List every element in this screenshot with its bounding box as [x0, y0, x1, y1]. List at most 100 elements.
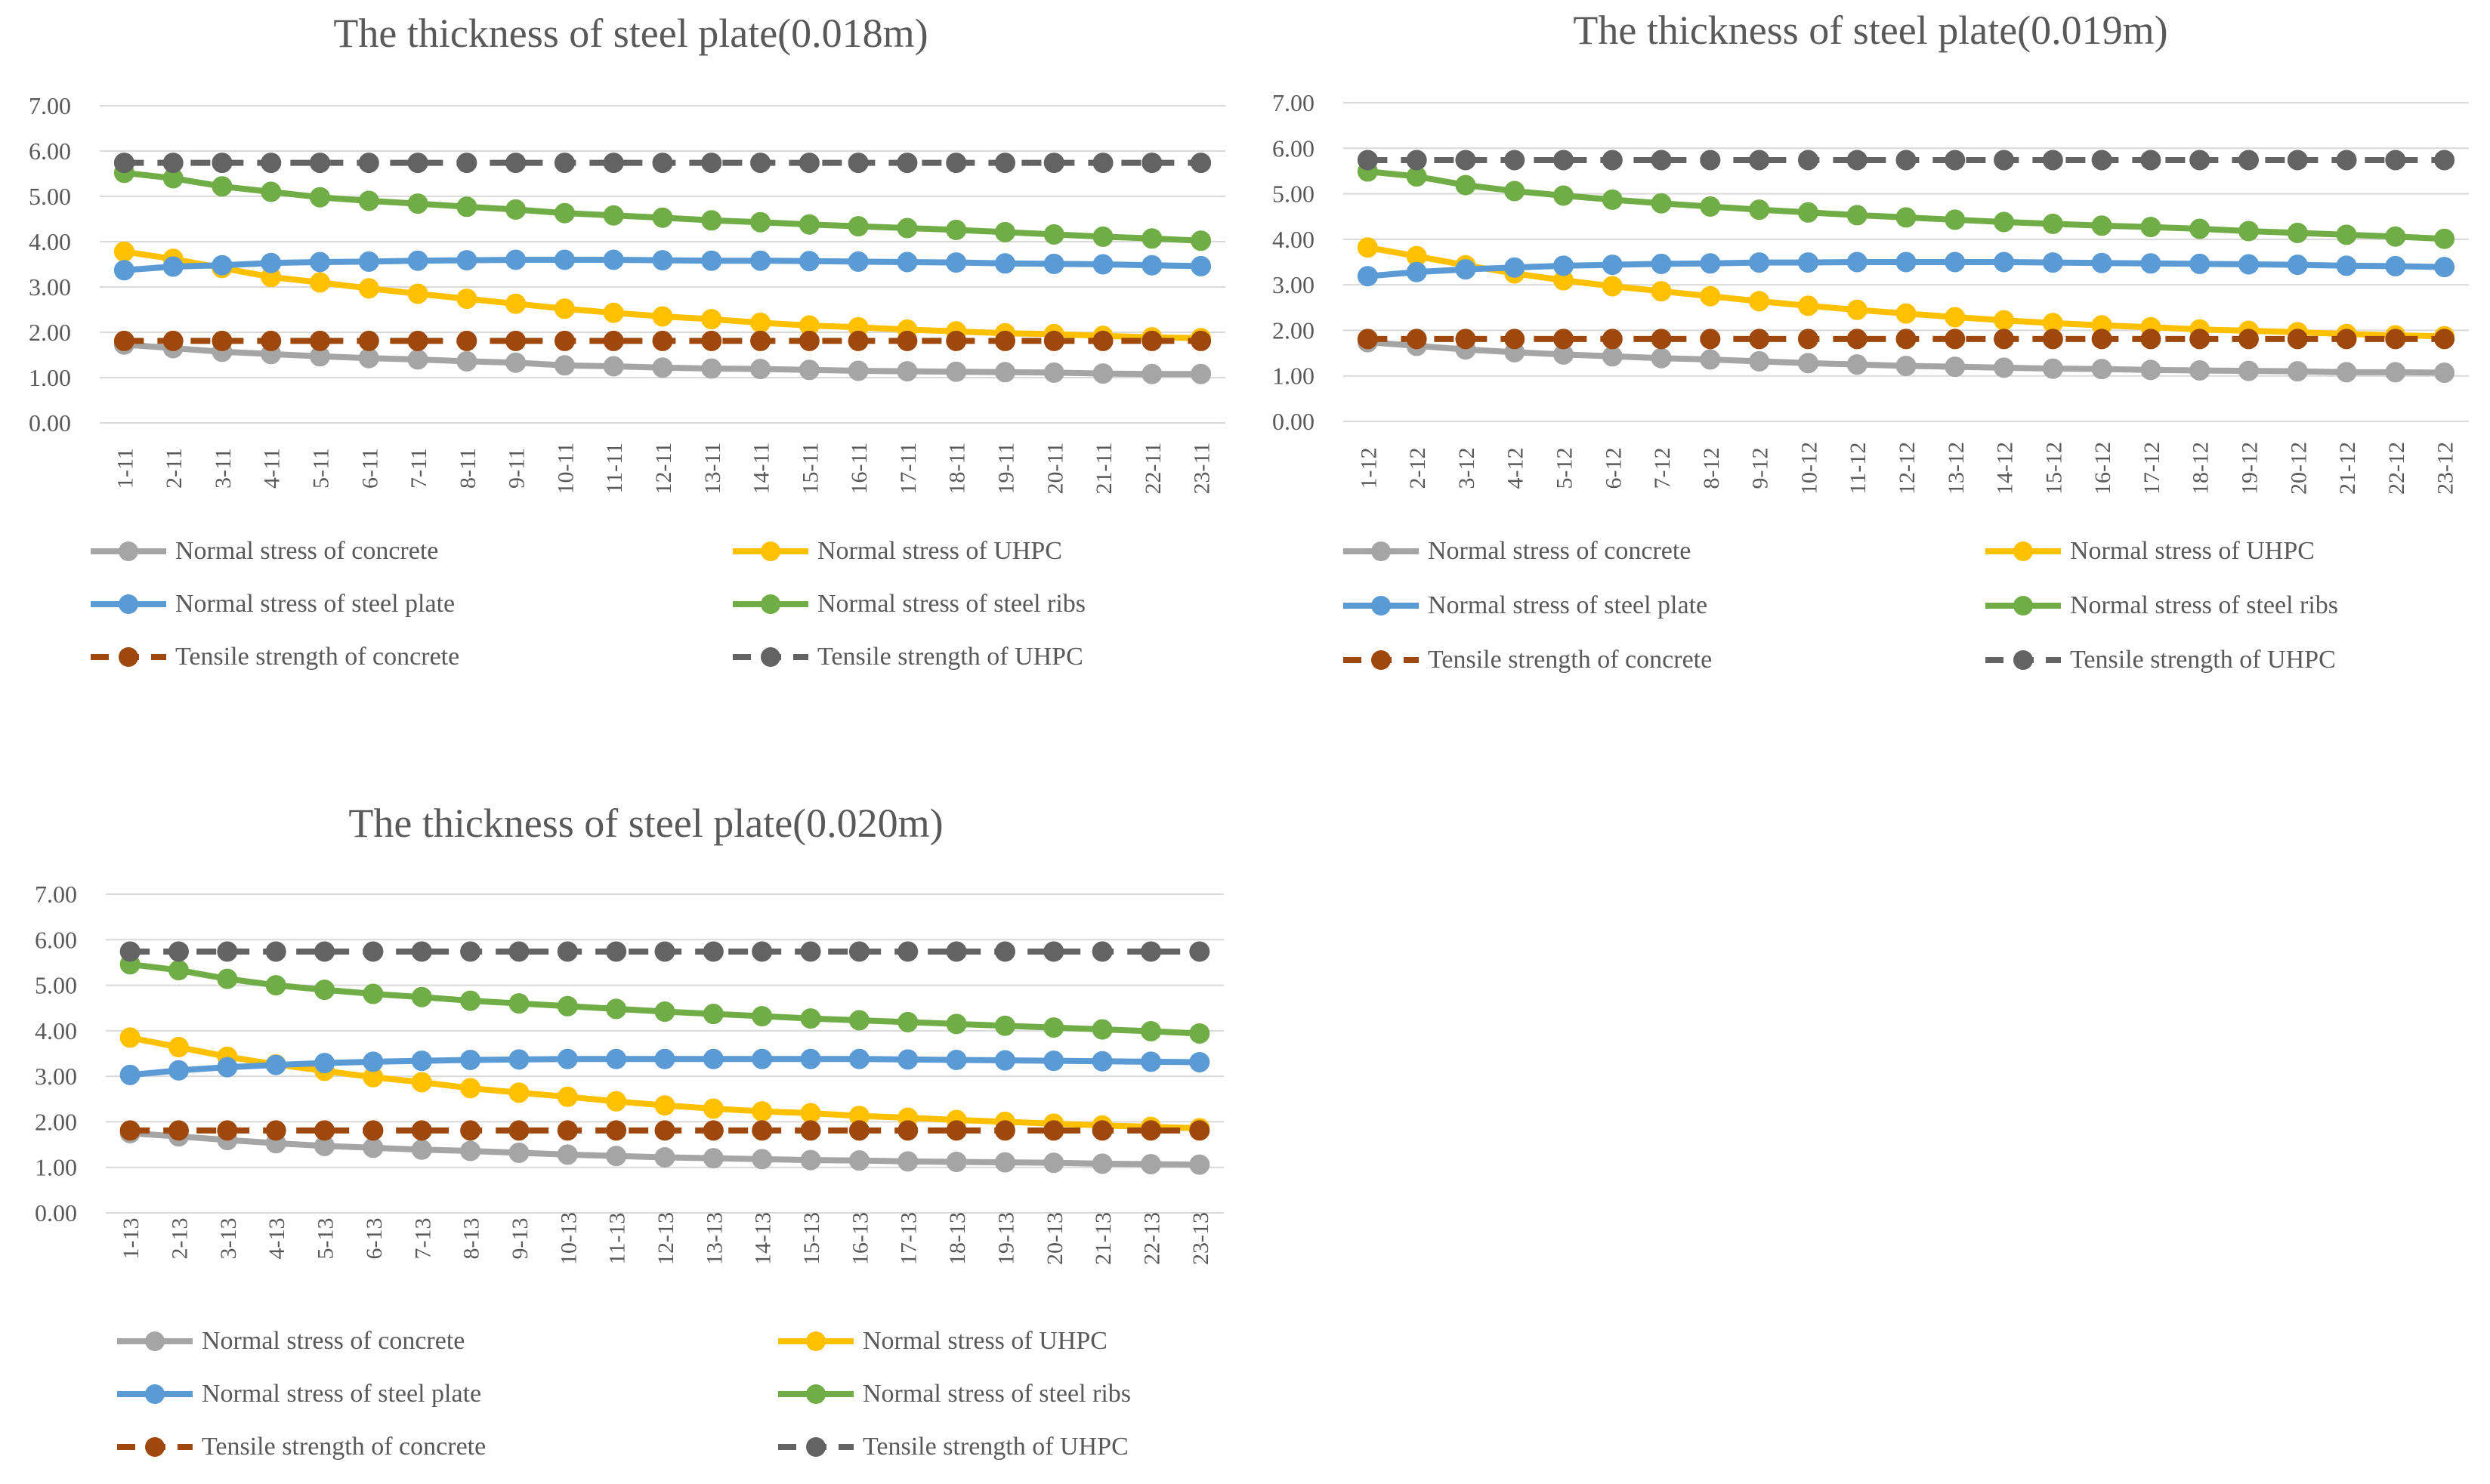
x-tick-label: 15-12	[2041, 442, 2066, 495]
legend-label: Normal stress of steel ribs	[863, 1380, 1131, 1408]
legend-item: Normal stress of concrete	[91, 537, 438, 565]
data-point	[162, 153, 184, 174]
x-tick-label: 6-13	[362, 1218, 387, 1260]
data-point	[358, 347, 379, 369]
data-point	[261, 181, 282, 202]
data-point	[1945, 251, 1966, 273]
data-point	[508, 1082, 530, 1103]
y-tick-label: 3.00	[29, 273, 71, 301]
data-point	[119, 1120, 141, 1141]
data-point	[119, 1064, 141, 1085]
data-point	[750, 330, 771, 351]
data-point	[994, 941, 1015, 962]
y-tick-label: 7.00	[1272, 89, 1315, 116]
data-point	[946, 219, 967, 240]
chart-panel: The thickness of steel plate(0.018m) 0.00…	[0, 0, 1245, 725]
series	[113, 249, 1212, 281]
series-line	[129, 961, 1200, 1037]
x-tick-label: 7-12	[1650, 448, 1675, 489]
data-point	[1553, 185, 1574, 206]
data-point	[1749, 350, 1770, 372]
x-tick-label: 22-11	[1141, 443, 1166, 495]
legend-item: Tensile strength of UHPC	[778, 1433, 1129, 1461]
data-point	[557, 1144, 578, 1165]
data-point	[652, 207, 673, 228]
x-tick-label: 11-12	[1846, 443, 1871, 495]
x-tick-label: 16-12	[2090, 442, 2115, 495]
data-point	[1700, 150, 1721, 171]
legend-marker	[2013, 541, 2033, 561]
data-point	[411, 1051, 432, 1072]
data-point	[848, 251, 869, 272]
data-point	[1043, 153, 1064, 174]
data-point	[310, 330, 331, 351]
data-point	[603, 153, 624, 174]
data-point	[654, 1095, 675, 1116]
data-point	[703, 1148, 724, 1169]
data-point	[358, 278, 379, 299]
data-point	[2140, 329, 2161, 350]
data-point	[1142, 255, 1163, 276]
data-point	[1945, 356, 1966, 378]
data-point	[1602, 346, 1623, 367]
data-point	[2238, 329, 2259, 350]
data-point	[897, 941, 919, 962]
data-point	[2287, 361, 2308, 382]
data-point	[1749, 291, 1770, 312]
x-tick-label: 9-12	[1748, 448, 1773, 489]
data-point	[162, 330, 184, 351]
data-point	[113, 330, 134, 351]
data-point	[848, 941, 870, 962]
data-point	[265, 1120, 286, 1141]
x-tick-label: 17-13	[897, 1212, 922, 1265]
data-point	[2091, 150, 2112, 171]
data-point	[505, 293, 527, 314]
y-tick-label: 4.00	[35, 1017, 77, 1044]
data-point	[310, 187, 331, 208]
data-point	[603, 302, 624, 323]
data-point	[460, 1049, 481, 1070]
data-point	[2042, 329, 2063, 350]
series	[119, 1048, 1210, 1085]
legend-marker	[761, 541, 780, 561]
x-tick-label: 1-11	[113, 448, 137, 489]
data-point	[752, 1048, 773, 1069]
legend: Normal stress of concrete Normal stress o…	[117, 1327, 1131, 1461]
data-point	[1602, 150, 1623, 171]
data-point	[946, 1151, 967, 1172]
data-point	[750, 211, 771, 233]
data-point	[800, 941, 821, 962]
data-point	[800, 1149, 821, 1171]
data-point	[1357, 150, 1378, 171]
data-point	[799, 359, 820, 381]
data-point	[1945, 307, 1966, 328]
x-tick-label: 5-13	[314, 1218, 338, 1260]
series	[113, 153, 1212, 174]
data-point	[113, 260, 134, 281]
data-point	[701, 210, 722, 231]
data-point	[1846, 329, 1868, 350]
legend-item: Normal stress of UHPC	[778, 1327, 1108, 1355]
legend-label: Normal stress of UHPC	[2070, 537, 2315, 565]
data-point	[2385, 226, 2406, 247]
data-point	[652, 330, 673, 351]
legend-label: Normal stress of UHPC	[817, 537, 1062, 565]
data-point	[1504, 150, 1525, 171]
x-tick-label: 20-13	[1043, 1212, 1067, 1265]
data-point	[557, 1120, 578, 1141]
y-tick-label: 6.00	[35, 926, 77, 953]
data-point	[358, 330, 379, 351]
data-point	[265, 975, 286, 996]
legend-item: Normal stress of concrete	[117, 1327, 465, 1355]
data-point	[1651, 281, 1672, 302]
data-point	[994, 330, 1015, 351]
data-point	[168, 1037, 190, 1058]
data-point	[460, 1140, 481, 1162]
data-point	[2238, 150, 2259, 171]
legend-marker	[2013, 650, 2033, 670]
data-point	[1142, 363, 1163, 384]
data-point	[752, 941, 773, 962]
data-point	[994, 1050, 1015, 1071]
data-point	[1357, 329, 1378, 350]
data-point	[652, 250, 673, 271]
